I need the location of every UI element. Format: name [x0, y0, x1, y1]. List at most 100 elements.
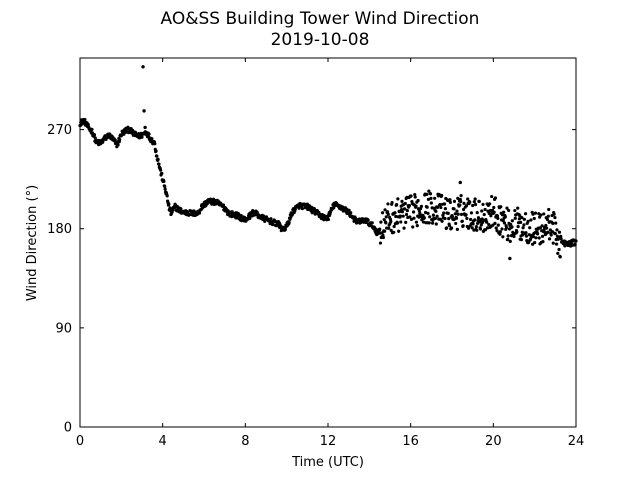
data-point	[455, 209, 459, 213]
data-point	[479, 223, 483, 227]
data-point	[163, 187, 167, 191]
data-point	[437, 192, 441, 197]
data-point	[466, 226, 471, 230]
data-point	[510, 225, 514, 229]
data-point	[448, 198, 452, 202]
data-point	[508, 239, 512, 243]
data-point	[413, 195, 417, 199]
data-point	[370, 221, 374, 225]
data-point	[162, 179, 166, 184]
data-point	[527, 233, 531, 237]
data-point	[454, 221, 458, 226]
data-point	[168, 206, 172, 210]
data-point	[403, 201, 407, 206]
outlier-point	[508, 256, 512, 261]
data-point	[542, 212, 546, 216]
data-point	[476, 216, 481, 220]
data-point	[430, 221, 435, 225]
data-point	[456, 196, 460, 200]
data-point	[524, 231, 528, 235]
data-point	[300, 207, 304, 211]
data-point	[443, 206, 447, 211]
data-point	[387, 226, 391, 230]
data-point	[540, 234, 545, 238]
data-point	[349, 211, 353, 215]
data-point	[450, 214, 455, 219]
data-point	[507, 208, 511, 213]
data-point	[498, 230, 502, 234]
data-point	[347, 208, 351, 212]
data-point	[402, 226, 406, 230]
data-point	[192, 209, 196, 213]
data-point	[531, 235, 536, 239]
data-point	[159, 168, 163, 172]
data-point	[502, 210, 506, 214]
x-tick-label: 24	[568, 434, 585, 449]
data-point	[427, 189, 431, 193]
data-point	[455, 227, 459, 231]
data-point	[378, 241, 383, 245]
data-point	[423, 210, 428, 215]
data-point	[489, 214, 493, 218]
data-point	[556, 251, 560, 255]
data-point	[392, 224, 396, 229]
data-point	[518, 214, 522, 218]
data-point	[366, 218, 370, 222]
data-point	[520, 216, 524, 220]
data-point	[545, 217, 550, 222]
data-point	[531, 212, 535, 216]
data-point	[473, 218, 477, 222]
data-point	[465, 216, 469, 220]
data-point	[255, 210, 259, 215]
data-point	[378, 227, 382, 231]
data-point	[413, 192, 417, 197]
data-point	[513, 208, 517, 213]
data-point	[428, 192, 433, 196]
plot-points	[78, 65, 578, 261]
data-point	[466, 197, 470, 201]
data-point	[493, 221, 497, 225]
data-point	[522, 223, 526, 227]
data-point	[506, 234, 510, 238]
data-point	[116, 143, 120, 147]
data-point	[395, 221, 400, 225]
data-point	[553, 232, 557, 236]
data-point	[539, 213, 543, 217]
data-point	[535, 232, 540, 236]
data-point	[521, 226, 525, 230]
data-point	[160, 171, 164, 175]
data-point	[555, 228, 559, 232]
data-point	[153, 142, 157, 146]
data-point	[485, 226, 490, 230]
data-point	[460, 219, 464, 223]
y-tick-label: 270	[47, 123, 72, 138]
data-point	[509, 222, 513, 227]
data-point	[401, 214, 405, 218]
data-point	[554, 242, 559, 246]
y-axis-label: Wind Direction (°)	[25, 185, 40, 301]
data-point	[419, 204, 424, 208]
data-point	[516, 224, 520, 229]
data-point	[506, 237, 510, 241]
data-point	[156, 157, 160, 161]
data-point	[453, 212, 457, 216]
data-point	[447, 217, 451, 221]
data-point	[395, 203, 399, 207]
data-point	[547, 207, 551, 212]
data-point	[425, 192, 429, 196]
data-point	[445, 226, 449, 230]
y-tick-label: 180	[47, 222, 72, 237]
data-point	[400, 199, 404, 204]
data-point	[487, 211, 491, 215]
data-point	[546, 230, 550, 234]
data-point	[540, 224, 544, 228]
data-point	[381, 235, 385, 240]
data-point	[154, 149, 158, 153]
data-point	[526, 219, 530, 223]
data-point	[462, 201, 466, 205]
data-point	[409, 217, 414, 221]
data-point	[416, 198, 420, 203]
x-tick-label: 20	[485, 434, 502, 449]
data-point	[471, 222, 475, 226]
data-point	[501, 235, 505, 239]
